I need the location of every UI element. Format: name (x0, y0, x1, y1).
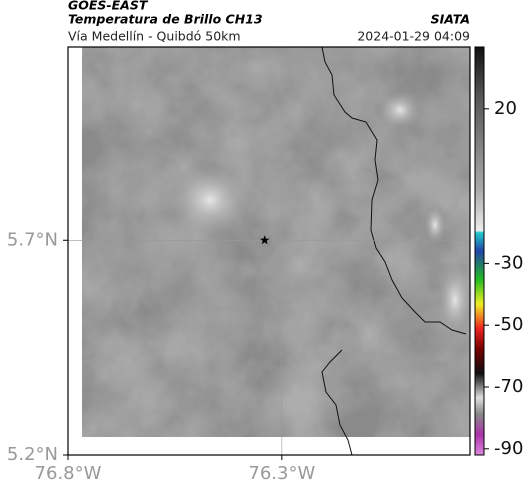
cloud (435, 260, 475, 340)
cloud (375, 88, 425, 132)
map-frame (67, 46, 471, 456)
colorbar-label: -50 (494, 314, 523, 335)
colorbar-label: -30 (494, 252, 523, 273)
boundaries (321, 46, 467, 456)
subtitle: Temperatura de Brillo CH13 (68, 12, 263, 27)
x-tick-label: 76.3°W (248, 463, 315, 484)
datetime: 2024-01-29 04:09 (357, 29, 470, 44)
y-tick-label: 5.2°N (7, 444, 58, 465)
cloud (423, 203, 447, 247)
source: SIATA (431, 12, 470, 27)
x-tick-label: 76.8°W (35, 463, 102, 484)
location-marker (260, 235, 270, 245)
route: Vía Medellín - Quibdó 50km (68, 29, 241, 44)
colorbar-label: -90 (494, 438, 523, 459)
colorbar-label: -70 (494, 376, 523, 397)
cloud (165, 160, 255, 240)
colorbar-label: 20 (494, 98, 517, 119)
colorbar (474, 46, 485, 456)
y-tick-label: 5.7°N (7, 229, 58, 250)
title: GOES-EAST (68, 0, 149, 13)
